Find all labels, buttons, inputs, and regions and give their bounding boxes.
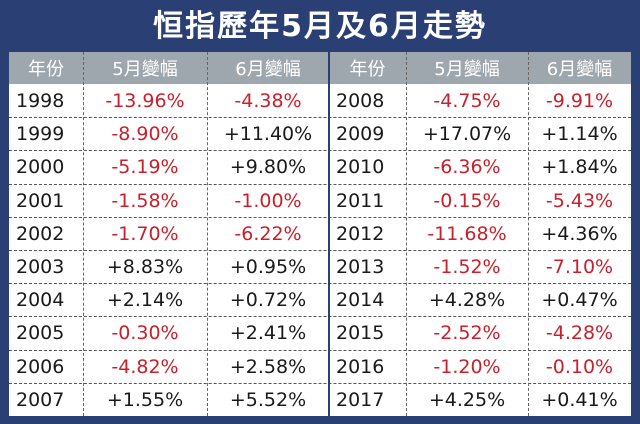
year-cell: 2014 xyxy=(336,289,385,312)
year-cell: 1998 xyxy=(16,90,65,112)
year-cell: 2012 xyxy=(336,222,385,245)
may-change-cell: -6.36% xyxy=(433,156,501,179)
may-change-cell: -2.52% xyxy=(433,322,501,345)
year-cell: 2006 xyxy=(16,355,65,378)
may-change-cell: -1.20% xyxy=(433,355,501,378)
year-cell: 2007 xyxy=(16,388,65,411)
june-change-cell: +2.58% xyxy=(229,355,307,378)
row-divider xyxy=(9,316,631,318)
may-change-cell: +8.83% xyxy=(106,256,184,278)
may-change-cell: -1.58% xyxy=(111,189,179,212)
year-cell: 2013 xyxy=(336,256,385,278)
june-change-cell: -0.10% xyxy=(545,355,614,378)
june-change-cell: -7.10% xyxy=(545,256,614,278)
may-change-cell: +2.14% xyxy=(106,289,184,312)
june-change-cell: -5.43% xyxy=(545,189,614,212)
year-cell: 2009 xyxy=(336,123,385,146)
column-header: 6月變幅 xyxy=(207,52,329,84)
may-change-cell: -13.96% xyxy=(105,90,185,112)
may-change-cell: -11.68% xyxy=(427,222,507,245)
june-change-cell: -1.00% xyxy=(234,189,302,212)
column-header: 6月變幅 xyxy=(528,52,631,84)
column-header: 5月變幅 xyxy=(83,52,207,84)
row-divider xyxy=(9,150,631,152)
may-change-cell: -1.52% xyxy=(433,256,501,278)
year-cell: 2005 xyxy=(16,322,65,345)
column-divider xyxy=(207,52,208,416)
year-cell: 2001 xyxy=(16,189,65,212)
june-change-cell: -4.28% xyxy=(545,322,614,345)
row-divider xyxy=(9,216,631,218)
may-change-cell: -8.90% xyxy=(111,123,179,146)
year-cell: 2008 xyxy=(336,90,385,112)
june-change-cell: +11.40% xyxy=(223,123,313,146)
june-change-cell: -6.22% xyxy=(234,222,302,245)
june-change-cell: -4.38% xyxy=(234,90,302,112)
year-cell: 2010 xyxy=(336,156,385,179)
row-divider xyxy=(9,349,631,351)
june-change-cell: +0.72% xyxy=(229,289,307,312)
may-change-cell: -0.15% xyxy=(433,189,501,212)
column-header: 年份 xyxy=(329,52,406,84)
year-cell: 2002 xyxy=(16,222,65,245)
half-divider xyxy=(328,52,330,416)
may-change-cell: +4.25% xyxy=(428,388,506,411)
may-change-cell: +4.28% xyxy=(428,289,506,312)
may-change-cell: +1.55% xyxy=(106,388,184,411)
row-divider xyxy=(9,117,631,119)
year-cell: 1999 xyxy=(16,123,65,146)
row-divider xyxy=(9,183,631,185)
june-change-cell: +1.84% xyxy=(541,156,618,179)
row-divider xyxy=(9,283,631,285)
column-divider xyxy=(528,52,529,416)
may-change-cell: +17.07% xyxy=(422,123,512,146)
year-cell: 2011 xyxy=(336,189,385,212)
chart-title: 恒指歷年5月及6月走勢 xyxy=(153,9,487,44)
june-change-cell: +0.47% xyxy=(541,289,618,312)
june-change-cell: +0.41% xyxy=(541,388,618,411)
june-change-cell: -9.91% xyxy=(545,90,614,112)
year-cell: 2004 xyxy=(16,289,65,312)
june-change-cell: +4.36% xyxy=(541,222,618,245)
may-change-cell: -4.75% xyxy=(433,90,501,112)
year-cell: 2016 xyxy=(336,355,385,378)
year-cell: 2017 xyxy=(336,388,385,411)
year-cell: 2000 xyxy=(16,156,65,179)
june-change-cell: +5.52% xyxy=(229,388,307,411)
year-cell: 2015 xyxy=(336,322,385,345)
june-change-cell: +1.14% xyxy=(541,123,618,146)
column-divider xyxy=(406,52,407,416)
row-divider xyxy=(9,250,631,251)
data-table: 年份 5月變幅 6月變幅 年份 5月變幅 6月變幅 1998 -13.96% -4.38% 199… xyxy=(9,52,631,416)
june-change-cell: +2.41% xyxy=(229,322,307,345)
column-divider xyxy=(83,52,84,416)
may-change-cell: -1.70% xyxy=(111,222,179,245)
year-cell: 2003 xyxy=(16,256,65,278)
may-change-cell: -0.30% xyxy=(111,322,179,345)
may-change-cell: -4.82% xyxy=(111,355,179,378)
column-header: 年份 xyxy=(9,52,83,84)
row-divider xyxy=(9,382,631,384)
column-header: 5月變幅 xyxy=(406,52,528,84)
june-change-cell: +9.80% xyxy=(229,156,307,179)
june-change-cell: +0.95% xyxy=(229,256,307,278)
may-change-cell: -5.19% xyxy=(111,156,179,179)
